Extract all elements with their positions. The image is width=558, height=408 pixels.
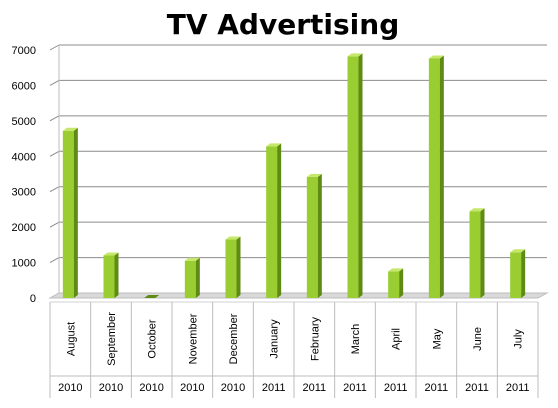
gridline-depth	[49, 257, 60, 264]
bar-top	[266, 143, 282, 147]
bar	[347, 53, 363, 299]
year-label: 2011	[303, 382, 327, 394]
x-tick-label: February	[309, 316, 321, 361]
year-label: 2010	[99, 382, 123, 394]
bar-front	[510, 252, 522, 298]
x-tick-label: October	[147, 319, 159, 358]
bar-top	[225, 236, 241, 240]
x-tick-label: July	[513, 329, 525, 349]
y-tick-label: 2000	[12, 222, 36, 234]
bar-side	[195, 257, 200, 298]
bar	[469, 208, 485, 298]
y-tick-label: 5000	[12, 116, 36, 128]
y-tick-label: 0	[30, 293, 36, 305]
bar-front	[388, 271, 400, 298]
x-tick-label: March	[350, 324, 362, 355]
bar-side	[277, 143, 282, 298]
y-tick-label: 4000	[12, 151, 36, 163]
bar-front	[103, 255, 115, 298]
year-label: 2011	[506, 382, 530, 394]
x-tick-label: June	[472, 327, 484, 351]
bar-front	[428, 58, 440, 299]
bar-top	[469, 208, 485, 212]
bar	[510, 249, 526, 298]
bar	[266, 143, 282, 298]
bar-top	[388, 268, 404, 272]
bar-top	[62, 127, 78, 131]
x-tick-label: May	[431, 328, 443, 349]
bar	[184, 257, 200, 298]
gridline-depth	[49, 186, 60, 193]
bar-side	[399, 268, 404, 298]
x-tick-label: January	[269, 319, 281, 359]
bar-front	[184, 260, 196, 298]
bar-front	[306, 176, 318, 298]
gridline-depth	[49, 150, 60, 157]
bar-side	[114, 252, 119, 298]
bar-front	[469, 211, 481, 298]
bar	[103, 252, 119, 298]
gridline-depth	[49, 44, 60, 51]
y-tick-label: 1000	[12, 258, 36, 270]
bar-side	[358, 53, 363, 299]
x-tick-label: September	[106, 312, 118, 366]
gridline-depth	[49, 79, 60, 86]
plot-area: 0 1000 2000 3000 4000 5000 6000 7000 August Septe…	[12, 44, 549, 398]
bar-front	[62, 130, 74, 298]
year-label: 2010	[58, 382, 82, 394]
bar-side	[236, 236, 241, 298]
bar-front	[347, 56, 359, 299]
year-label: 2011	[384, 382, 408, 394]
year-label: 2011	[425, 382, 449, 394]
year-label: 2010	[221, 382, 245, 394]
year-label: 2011	[343, 382, 367, 394]
bar	[428, 55, 444, 299]
bar-side	[480, 208, 485, 298]
bar	[306, 173, 322, 298]
chart-floor	[48, 292, 549, 299]
bar	[225, 236, 241, 298]
year-label: 2011	[465, 382, 489, 394]
bar-front	[266, 146, 278, 298]
x-tick-label: December	[228, 313, 240, 364]
bar-top	[144, 295, 160, 298]
gridline-depth	[49, 221, 60, 228]
y-tick-label: 3000	[12, 187, 36, 199]
gridline-depth	[49, 115, 60, 122]
bar-side	[73, 127, 78, 298]
x-tick-label: November	[187, 313, 199, 364]
bar-top	[347, 53, 363, 57]
bar-side	[439, 55, 444, 299]
bar-side	[317, 173, 322, 298]
bar	[388, 268, 404, 298]
bar-top	[306, 173, 322, 177]
bar-top	[510, 249, 526, 253]
year-label: 2010	[180, 382, 204, 394]
bar	[62, 127, 78, 298]
y-tick-label: 7000	[12, 45, 36, 57]
y-tick-label: 6000	[12, 80, 36, 92]
bar-side	[521, 249, 526, 298]
bar-front	[225, 239, 237, 298]
x-tick-label: April	[391, 328, 403, 350]
bar-top	[428, 55, 444, 59]
bar	[144, 295, 160, 298]
x-tick-label: August	[65, 322, 77, 356]
bar-top	[103, 252, 119, 256]
chart-title: TV Advertising	[167, 8, 400, 41]
year-label: 2010	[139, 382, 163, 394]
bar-top	[184, 257, 200, 261]
year-label: 2011	[262, 382, 286, 394]
